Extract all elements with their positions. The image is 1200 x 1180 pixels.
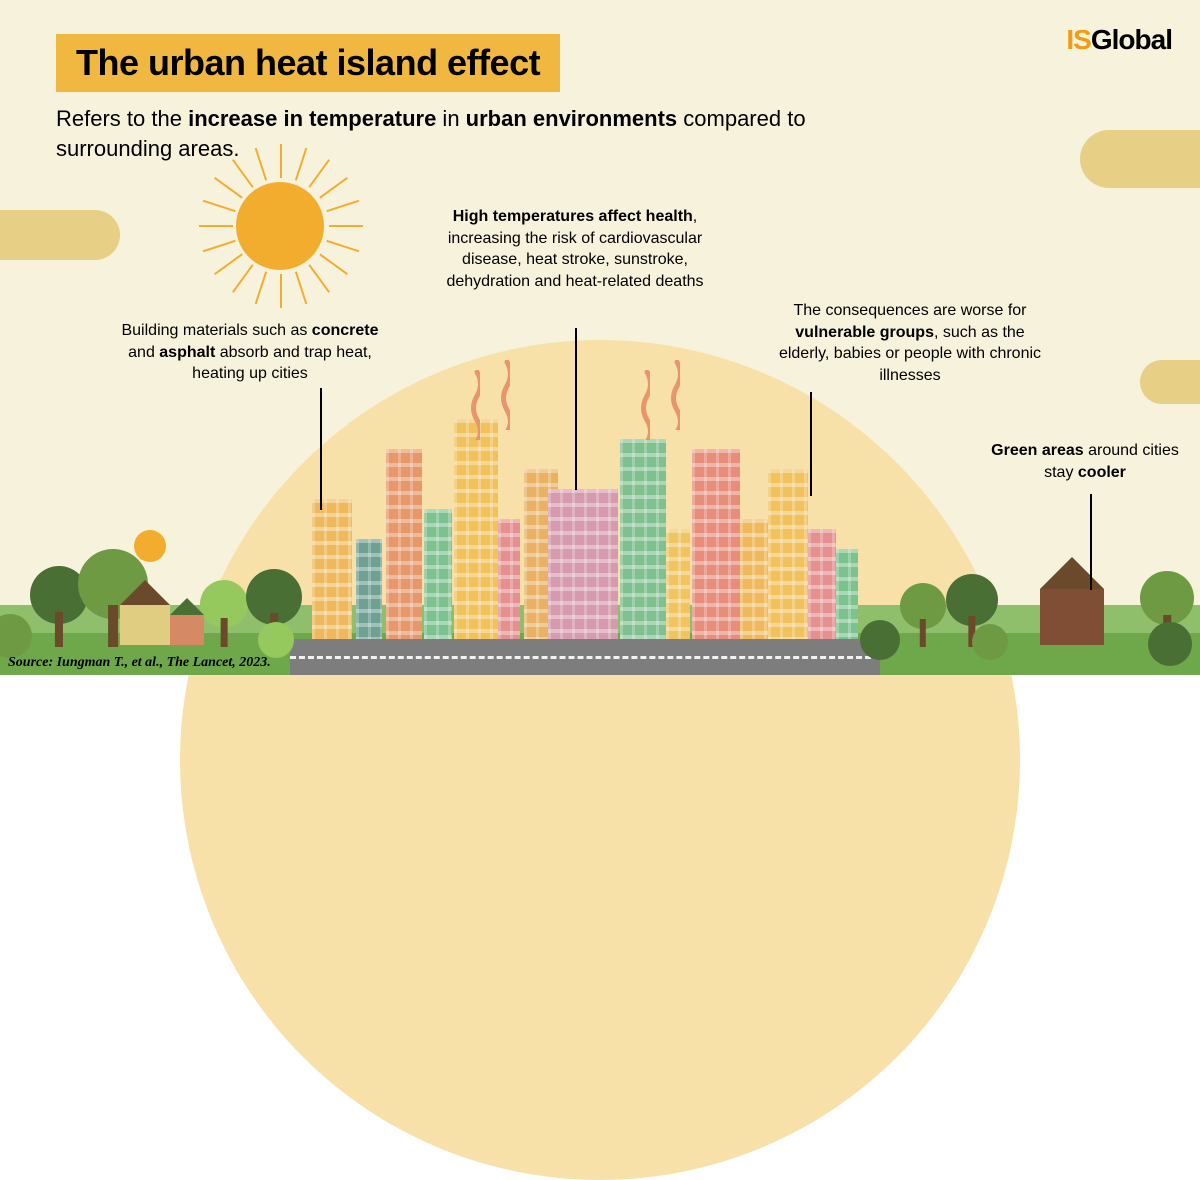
sun-ray [308,159,330,188]
sun-ray [326,200,359,212]
building [498,519,520,639]
building [356,539,382,639]
bush-icon [258,622,294,658]
building [548,489,618,639]
cloud-icon [0,210,120,260]
callout-pointer [320,388,322,510]
cloud-icon [1080,130,1200,188]
sun-ray [214,253,243,275]
heat-wave-icon [500,360,510,430]
logo-global: Global [1091,24,1172,55]
sun-ray [280,274,282,308]
sun-ray [203,200,236,212]
source-citation: Source: Iungman T., et al., The Lancet, … [8,655,271,671]
logo-is: IS [1066,24,1090,55]
sun-ray [232,159,254,188]
callout-pointer [810,392,812,496]
building [620,439,666,639]
sun-ray [255,271,267,304]
building [836,549,858,639]
sun-ray [326,240,359,252]
bush-icon [1148,622,1192,666]
infographic-canvas: ISGlobal The urban heat island effect Re… [0,0,1200,675]
sun-ray [308,264,330,293]
sun-ray [214,177,243,199]
building [740,519,768,639]
heat-wave-icon [640,370,650,440]
building [666,529,690,639]
bush-icon [860,620,900,660]
building [692,449,740,639]
heat-wave-icon [470,370,480,440]
tree-icon [200,580,248,647]
sun-ray [199,225,233,227]
callout-pointer [1090,494,1092,590]
subtitle: Refers to the increase in temperature in… [56,104,816,163]
house-icon [120,580,170,645]
house-icon [170,598,204,645]
brand-logo: ISGlobal [1066,24,1172,56]
cloud-icon [1140,360,1200,404]
bush-icon [972,624,1008,660]
callout-vulnerable: The consequences are worse for vulnerabl… [770,300,1050,386]
house-icon [1040,557,1104,645]
sun-icon [236,182,324,270]
building [768,469,808,639]
tree-icon [900,583,946,647]
callout-materials: Building materials such as concrete and … [120,320,380,385]
heat-dome [180,340,1020,1180]
sun-ray [232,264,254,293]
building [454,419,498,639]
page-title: The urban heat island effect [56,34,560,92]
sun-ray [203,240,236,252]
building [424,509,452,639]
building [312,499,352,639]
road [290,639,880,675]
building [386,449,422,639]
callout-health: High temperatures affect health, increas… [430,206,720,292]
building [808,529,836,639]
sun-ray [295,271,307,304]
sun-ray [319,177,348,199]
callout-pointer [575,328,577,490]
sun-ray [329,225,363,227]
callout-green: Green areas around cities stay cooler [990,440,1180,483]
heat-wave-icon [670,360,680,430]
sun-ray [319,253,348,275]
